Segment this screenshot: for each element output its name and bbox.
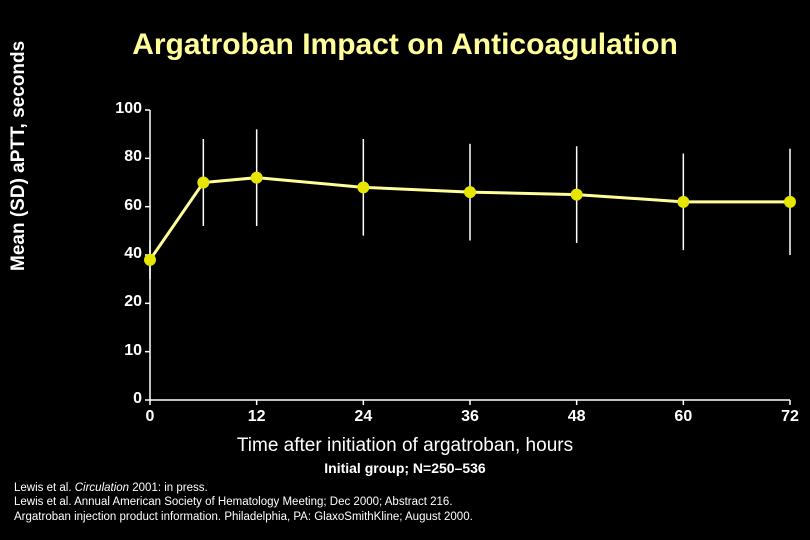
y-tick-label: 0: [102, 390, 142, 408]
x-axis-label: Time after initiation of argatroban, hou…: [0, 435, 810, 457]
x-tick-label: 0: [130, 408, 170, 426]
citation-line-2: Lewis et al. Annual American Society of …: [14, 495, 473, 509]
chart-svg: [100, 100, 810, 420]
citation-line-1: Lewis et al. Circulation 2001: in press.: [14, 481, 473, 495]
x-tick-label: 48: [557, 408, 597, 426]
y-tick-label: 60: [102, 197, 142, 215]
y-tick-label: 10: [102, 342, 142, 360]
y-tick-label: 40: [102, 245, 142, 263]
y-tick-label: 80: [102, 148, 142, 166]
citations: Lewis et al. Circulation 2001: in press.…: [14, 481, 473, 524]
y-tick-label: 20: [102, 293, 142, 311]
citation-1b: 2001: in press.: [129, 482, 208, 494]
chart-area: 0 10 20 40 60 80 100 0 12 24 36 48 60 72: [100, 100, 810, 425]
x-tick-label: 72: [770, 408, 810, 426]
x-tick-label: 12: [237, 408, 277, 426]
x-tick-label: 24: [343, 408, 383, 426]
citation-line-3: Argatroban injection product information…: [14, 510, 473, 524]
x-tick-label: 60: [663, 408, 703, 426]
y-tick-label: 100: [102, 100, 142, 118]
citation-1a: Lewis et al.: [14, 482, 75, 494]
x-tick-label: 36: [450, 408, 490, 426]
y-axis-label: Mean (SD) aPTT, seconds: [8, 41, 30, 271]
subcaption: Initial group; N=250–536: [0, 460, 810, 476]
citation-1-journal: Circulation: [75, 482, 129, 494]
slide-title: Argatroban Impact on Anticoagulation: [0, 28, 810, 62]
